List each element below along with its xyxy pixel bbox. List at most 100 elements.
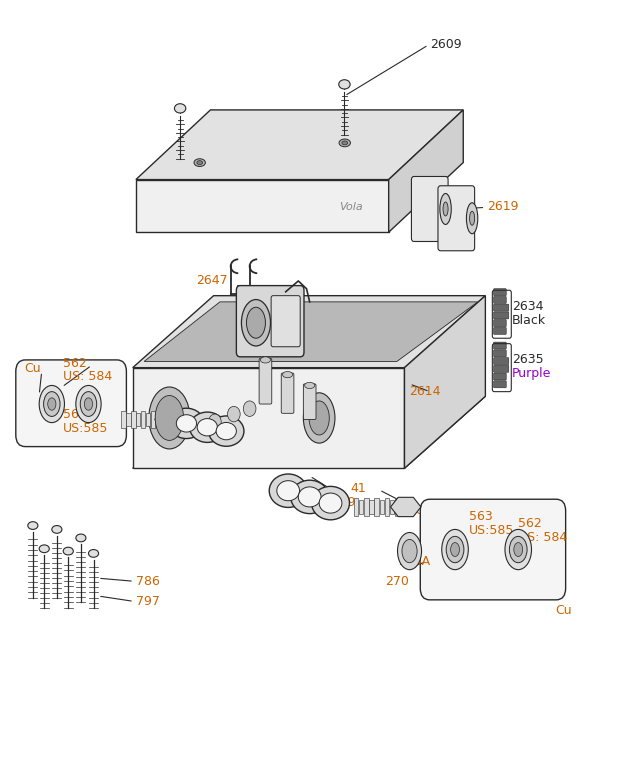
Ellipse shape [197, 161, 202, 165]
FancyBboxPatch shape [494, 373, 506, 380]
FancyBboxPatch shape [494, 296, 506, 303]
Text: 2650: 2650 [392, 504, 423, 516]
Ellipse shape [260, 357, 270, 363]
Ellipse shape [76, 534, 86, 542]
FancyBboxPatch shape [16, 360, 126, 447]
FancyBboxPatch shape [494, 350, 506, 357]
Text: 563: 563 [469, 510, 493, 522]
Ellipse shape [283, 372, 293, 378]
Bar [126, 413, 131, 426]
Ellipse shape [303, 392, 335, 443]
Text: 2609: 2609 [430, 38, 461, 50]
Ellipse shape [398, 533, 422, 570]
Ellipse shape [470, 211, 475, 225]
Bar [121, 411, 126, 428]
Bar [369, 500, 374, 514]
Ellipse shape [176, 415, 197, 432]
Text: 41: 41 [246, 410, 262, 423]
Text: US: 584: US: 584 [518, 532, 568, 544]
FancyBboxPatch shape [494, 381, 506, 388]
FancyBboxPatch shape [438, 186, 475, 251]
Bar [146, 413, 150, 426]
Ellipse shape [277, 481, 300, 501]
Bar [131, 411, 135, 428]
Bar [136, 413, 140, 426]
Ellipse shape [505, 529, 532, 570]
Ellipse shape [52, 526, 62, 533]
Ellipse shape [246, 307, 265, 338]
Text: 2629: 2629 [215, 390, 246, 402]
Text: 2629: 2629 [324, 496, 356, 509]
FancyBboxPatch shape [494, 304, 509, 311]
Polygon shape [133, 396, 485, 468]
Ellipse shape [44, 392, 60, 416]
Text: Black: Black [512, 314, 546, 327]
Text: 786: 786 [136, 575, 160, 587]
Text: Cu: Cu [555, 604, 571, 617]
Text: 563: 563 [63, 409, 87, 421]
Ellipse shape [209, 416, 244, 447]
Text: 562: 562 [63, 357, 87, 369]
Circle shape [243, 401, 256, 416]
Text: 2647: 2647 [196, 274, 228, 286]
Text: 2614: 2614 [410, 385, 441, 398]
Ellipse shape [88, 550, 99, 557]
Ellipse shape [76, 385, 101, 423]
Polygon shape [136, 180, 389, 232]
Ellipse shape [216, 423, 236, 440]
Ellipse shape [80, 392, 97, 416]
Ellipse shape [63, 547, 73, 555]
Text: Vola: Vola [339, 202, 363, 211]
Text: 2650: 2650 [142, 362, 174, 375]
FancyBboxPatch shape [494, 327, 506, 334]
Ellipse shape [514, 543, 523, 557]
FancyBboxPatch shape [411, 176, 448, 241]
Circle shape [228, 406, 240, 422]
Ellipse shape [291, 480, 329, 514]
Polygon shape [144, 302, 478, 361]
Ellipse shape [190, 412, 225, 443]
FancyBboxPatch shape [494, 320, 506, 327]
Text: 797: 797 [136, 595, 160, 608]
Ellipse shape [451, 543, 459, 557]
Ellipse shape [241, 300, 270, 346]
Ellipse shape [342, 141, 348, 145]
Ellipse shape [174, 104, 186, 113]
Bar [161, 411, 165, 428]
Ellipse shape [309, 401, 329, 435]
Text: 2648: 2648 [209, 324, 240, 336]
Bar [364, 498, 368, 516]
Bar [395, 498, 399, 516]
Text: 41: 41 [351, 482, 367, 495]
Circle shape [209, 414, 221, 430]
Polygon shape [133, 296, 485, 368]
Text: 266A: 266A [398, 555, 430, 567]
FancyBboxPatch shape [494, 289, 506, 296]
Text: Cu: Cu [24, 362, 40, 375]
FancyBboxPatch shape [420, 499, 566, 600]
Bar [385, 498, 389, 516]
Polygon shape [155, 411, 183, 428]
Polygon shape [391, 498, 421, 516]
Bar [155, 413, 160, 426]
Text: 2619: 2619 [487, 200, 518, 213]
Text: US:585: US:585 [63, 423, 109, 435]
FancyBboxPatch shape [281, 373, 294, 413]
FancyBboxPatch shape [494, 358, 509, 365]
Polygon shape [136, 110, 463, 180]
Ellipse shape [39, 545, 49, 553]
Ellipse shape [402, 539, 417, 563]
Polygon shape [404, 296, 485, 468]
Ellipse shape [446, 536, 464, 563]
Ellipse shape [298, 487, 321, 507]
Bar [141, 411, 145, 428]
Ellipse shape [443, 202, 448, 216]
Bar [374, 498, 379, 516]
FancyBboxPatch shape [271, 296, 300, 347]
FancyBboxPatch shape [494, 312, 509, 319]
Text: 2634: 2634 [512, 300, 544, 313]
Text: Purple: Purple [512, 368, 551, 380]
Text: US:585: US:585 [469, 524, 514, 536]
Text: 562: 562 [518, 518, 542, 530]
Ellipse shape [169, 408, 204, 439]
